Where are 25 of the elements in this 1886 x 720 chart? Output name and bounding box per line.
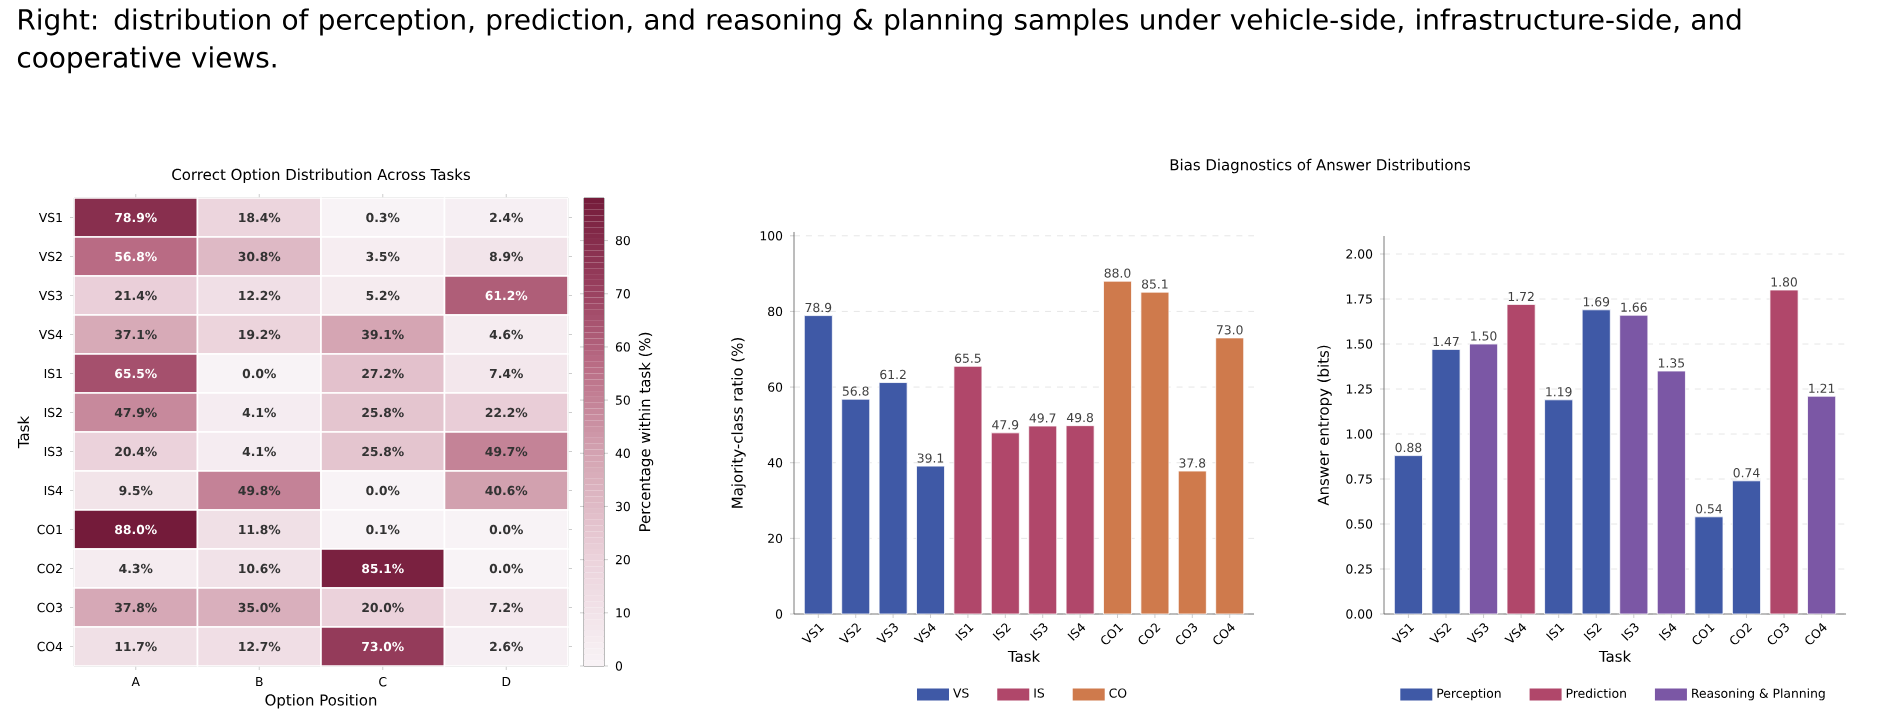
bar bbox=[1469, 343, 1499, 615]
bar bbox=[1619, 314, 1649, 615]
bar bbox=[1656, 370, 1686, 615]
bar bbox=[990, 432, 1020, 615]
bar bbox=[1393, 455, 1423, 615]
bar bbox=[1103, 280, 1132, 615]
bar bbox=[1028, 425, 1058, 615]
bar bbox=[916, 465, 945, 615]
bar bbox=[1581, 309, 1611, 615]
bar bbox=[1065, 425, 1095, 615]
bar bbox=[1431, 349, 1461, 615]
bar bbox=[841, 398, 871, 615]
bar bbox=[953, 365, 983, 615]
bar bbox=[1544, 399, 1574, 615]
bar bbox=[1694, 516, 1724, 615]
bar bbox=[1215, 337, 1245, 615]
bar bbox=[1807, 395, 1837, 615]
bar bbox=[1177, 470, 1207, 615]
bar bbox=[1769, 289, 1799, 615]
bar bbox=[1506, 304, 1536, 615]
bar bbox=[1140, 291, 1170, 615]
bar bbox=[878, 382, 908, 615]
bar bbox=[803, 315, 833, 615]
text: Right: distribution of perception, prediction, and reasoning & planning samples under vehicle-side, infrastructure-side, and cooperative views. bbox=[17, 8, 1741, 74]
bar bbox=[1732, 480, 1761, 615]
